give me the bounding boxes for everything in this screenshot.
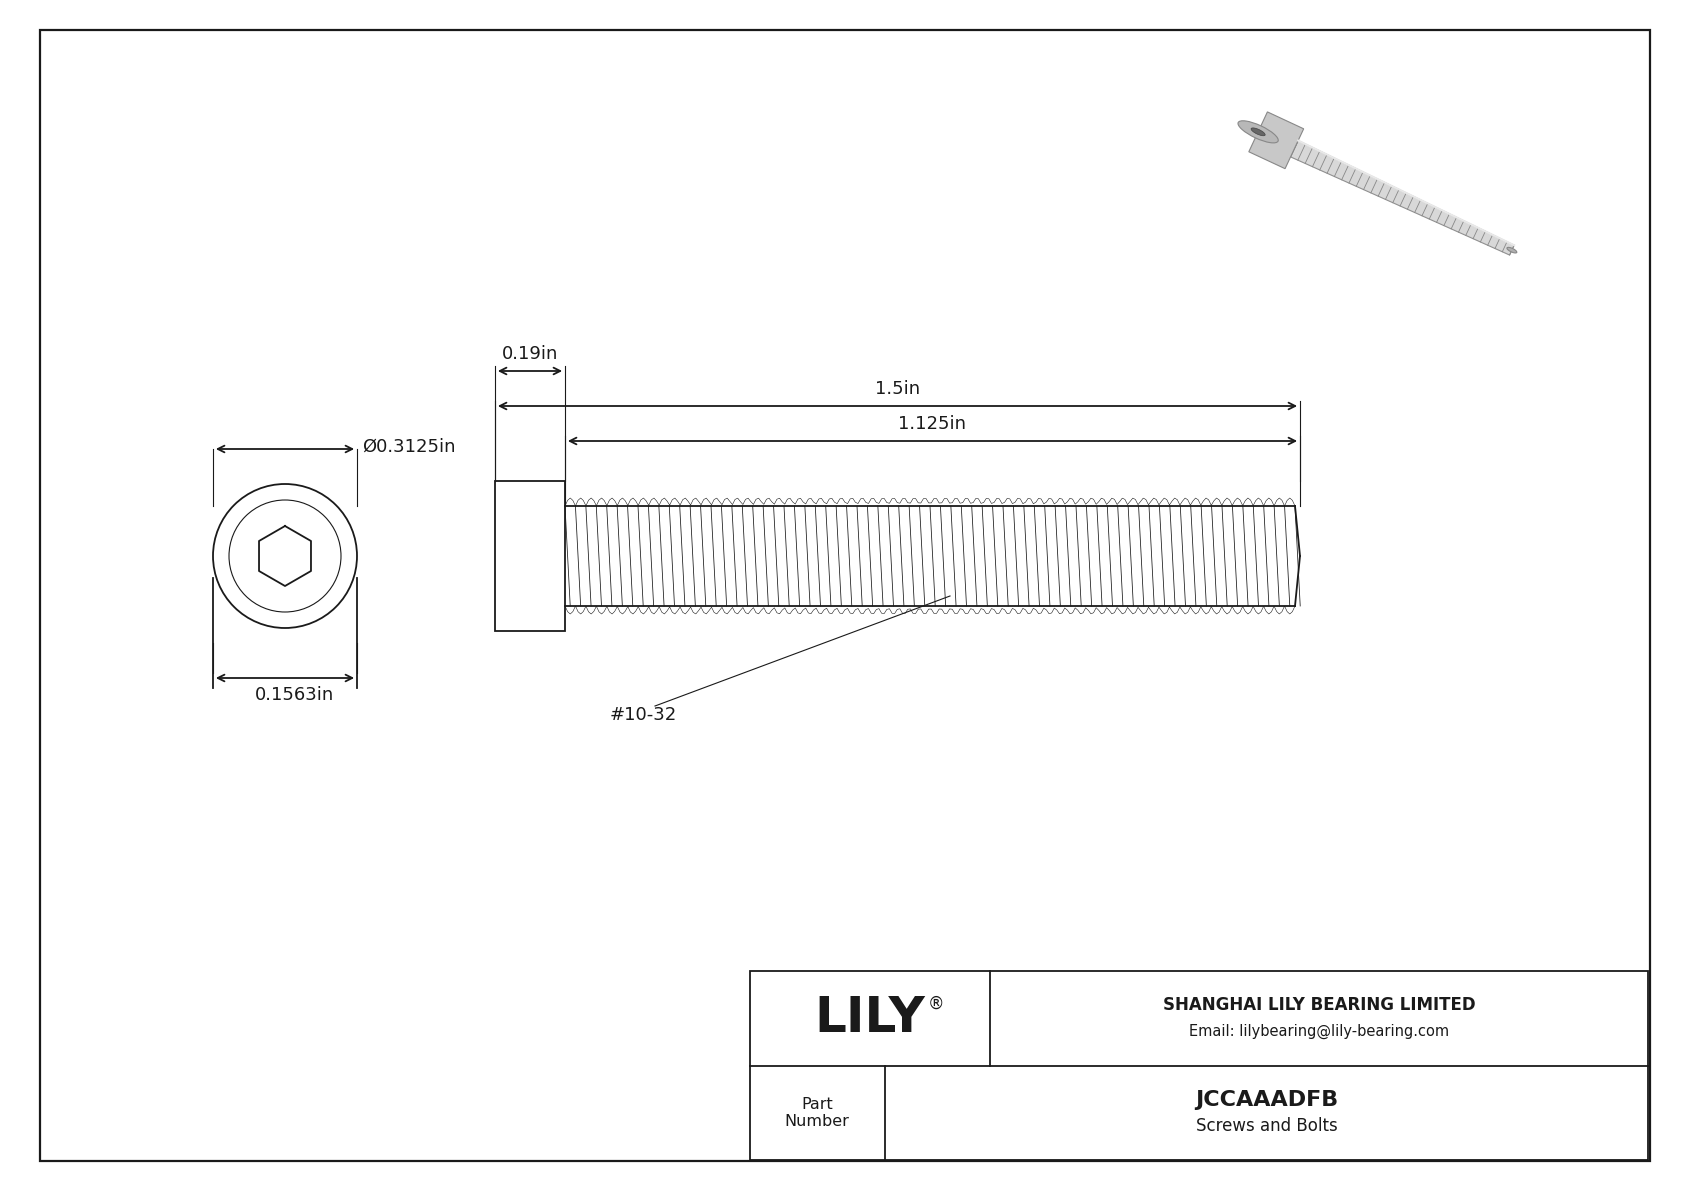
- Ellipse shape: [1251, 127, 1265, 136]
- Text: 0.19in: 0.19in: [502, 345, 557, 363]
- Text: SHANGHAI LILY BEARING LIMITED: SHANGHAI LILY BEARING LIMITED: [1162, 996, 1475, 1015]
- Polygon shape: [1250, 112, 1303, 169]
- Text: JCCAAADFB: JCCAAADFB: [1196, 1090, 1339, 1110]
- Text: Email: lilybearing@lily-bearing.com: Email: lilybearing@lily-bearing.com: [1189, 1023, 1448, 1039]
- Text: Screws and Bolts: Screws and Bolts: [1196, 1117, 1337, 1135]
- Ellipse shape: [1507, 248, 1517, 252]
- Ellipse shape: [1238, 120, 1278, 143]
- Text: Ø0.3125in: Ø0.3125in: [362, 438, 455, 456]
- Text: LILY: LILY: [815, 994, 926, 1042]
- Text: Part
Number: Part Number: [785, 1097, 849, 1129]
- Text: 1.125in: 1.125in: [899, 414, 967, 434]
- Text: 0.1563in: 0.1563in: [256, 686, 335, 704]
- Text: #10-32: #10-32: [610, 706, 677, 724]
- Text: 1.5in: 1.5in: [876, 380, 919, 398]
- Polygon shape: [1290, 141, 1514, 255]
- Text: ®: ®: [928, 994, 945, 1012]
